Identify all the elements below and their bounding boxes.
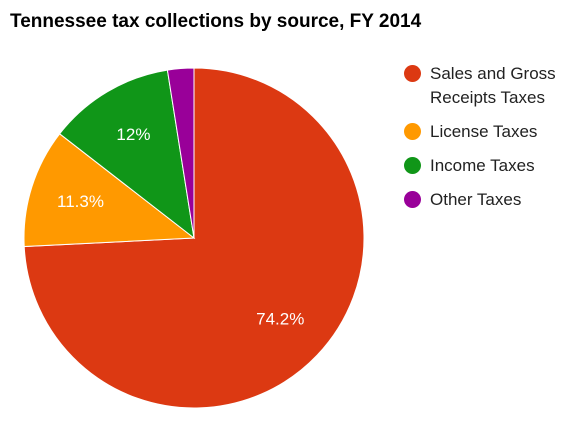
legend: Sales and Gross Receipts Taxes License Ta… xyxy=(404,62,574,222)
data-label: 11.3% xyxy=(57,192,104,211)
pie-slice xyxy=(23,133,196,248)
legend-swatch xyxy=(404,157,421,174)
data-label: 74.2% xyxy=(256,309,304,328)
legend-item: Other Taxes xyxy=(404,188,574,212)
legend-item: Sales and Gross Receipts Taxes xyxy=(404,62,574,110)
pie-slice xyxy=(166,67,195,239)
legend-label: License Taxes xyxy=(430,122,538,141)
legend-swatch xyxy=(404,191,421,208)
legend-label: Sales and Gross Receipts Taxes xyxy=(430,64,556,107)
legend-swatch xyxy=(404,123,421,140)
data-label: 12% xyxy=(116,125,150,144)
legend-item: License Taxes xyxy=(404,120,574,144)
chart-title: Tennessee tax collections by source, FY … xyxy=(10,11,422,32)
legend-label: Other Taxes xyxy=(430,190,522,209)
legend-label: Income Taxes xyxy=(430,156,535,175)
legend-item: Income Taxes xyxy=(404,154,574,178)
legend-swatch xyxy=(404,65,421,82)
pie-slice xyxy=(58,69,195,240)
